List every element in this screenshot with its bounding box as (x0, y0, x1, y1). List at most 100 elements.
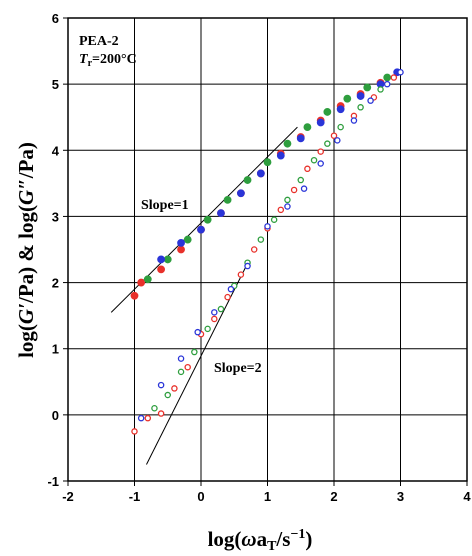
filled-point-blue (157, 255, 166, 264)
y-tick-label: 6 (52, 11, 59, 26)
open-point-green (357, 104, 364, 111)
x-tick-label: 1 (264, 489, 271, 504)
filled-point-green (303, 123, 312, 132)
open-point-red (131, 428, 138, 435)
filled-point-green (363, 83, 372, 92)
open-point-green (177, 368, 185, 376)
open-point-blue (244, 262, 251, 270)
filled-point-green (223, 195, 232, 204)
open-point-blue (334, 137, 341, 144)
filled-point-red (157, 265, 166, 274)
filled-point-green (163, 255, 172, 264)
open-point-green (191, 348, 198, 356)
filled-point-blue (296, 134, 305, 143)
filled-point-green (243, 176, 252, 184)
open-point-green (204, 325, 211, 333)
filled-point-green (323, 108, 332, 116)
filled-point-blue (336, 105, 345, 114)
y-tick-label: 2 (52, 276, 59, 291)
open-point-red (211, 315, 218, 323)
filled-point-blue (197, 225, 205, 234)
open-point-blue (194, 328, 201, 336)
open-point-green (324, 140, 331, 147)
open-point-green (297, 176, 304, 184)
open-point-green (164, 391, 171, 399)
y-axis-title: log(G′/Pa) & log(G″/Pa) (14, 142, 38, 358)
y-tick-label: 5 (52, 77, 59, 92)
open-point-blue (284, 203, 291, 210)
open-point-red (277, 206, 285, 214)
sample-label: PEA-2 (79, 34, 119, 49)
open-point-red (304, 165, 311, 173)
open-point-red (237, 271, 245, 278)
open-point-red (250, 246, 258, 253)
open-point-blue (383, 80, 391, 88)
open-point-blue (137, 414, 145, 422)
open-point-red (390, 74, 398, 81)
open-point-green (257, 236, 265, 243)
x-tick-label: 3 (397, 489, 404, 504)
x-tick-label: -1 (129, 489, 141, 504)
slope-2-label: Slope=2 (214, 361, 262, 376)
open-point-blue (317, 160, 324, 167)
open-point-blue (397, 68, 404, 76)
open-point-blue (264, 223, 271, 230)
open-point-green (310, 156, 318, 164)
reference-line-slope2 (146, 260, 250, 465)
open-point-green (270, 216, 278, 223)
open-point-red (330, 132, 338, 139)
y-tick-label: 3 (52, 209, 59, 224)
open-point-red (184, 363, 191, 371)
open-point-blue (177, 355, 185, 362)
open-point-red (317, 148, 324, 155)
filled-point-blue (217, 209, 225, 218)
filled-point-blue (316, 118, 325, 127)
x-tick-label: -2 (62, 489, 74, 504)
open-point-blue (211, 309, 218, 316)
filled-point-green (143, 275, 152, 284)
y-tick-label: 0 (52, 408, 59, 423)
filled-point-blue (177, 238, 185, 247)
open-point-red (157, 410, 165, 417)
y-tick-labels: -1 0 1 2 3 4 5 6 (47, 11, 59, 489)
y-tick-label: -1 (47, 474, 59, 489)
open-point-green (337, 123, 344, 131)
open-point-green (217, 305, 225, 313)
open-point-red (171, 385, 178, 392)
filled-point-blue (256, 169, 265, 178)
filled-point-blue (276, 151, 285, 160)
open-point-blue (300, 185, 308, 192)
y-tick-label: 4 (52, 143, 60, 158)
filled-point-green (263, 158, 272, 167)
open-point-green (377, 86, 384, 93)
open-point-blue (367, 97, 374, 104)
open-point-green (284, 196, 291, 204)
x-tick-labels: -2 -1 0 1 2 3 4 (62, 489, 471, 504)
filled-point-green (343, 94, 352, 103)
filled-point-green (203, 215, 212, 224)
filled-point-red (137, 278, 146, 287)
y-tick-label: 1 (52, 342, 59, 357)
open-point-red (224, 293, 231, 301)
filled-point-red (130, 291, 139, 300)
open-point-blue (350, 117, 358, 124)
filled-point-green (183, 235, 192, 244)
slope-1-label: Slope=1 (141, 198, 189, 213)
filled-point-green (383, 73, 392, 82)
open-point-green (151, 404, 158, 412)
filled-point-blue (237, 189, 245, 198)
filled-point-red (177, 245, 185, 254)
open-point-blue (227, 285, 235, 293)
data-points (130, 68, 404, 435)
open-point-red (144, 414, 152, 422)
x-tick-label: 4 (463, 489, 471, 504)
x-tick-label: 2 (330, 489, 337, 504)
grid-lines (68, 18, 467, 481)
filled-point-green (283, 139, 292, 148)
temperature-label: Tr=200°C (79, 52, 137, 69)
x-tick-label: 0 (197, 489, 204, 504)
open-point-blue (157, 381, 165, 389)
open-point-red (290, 186, 298, 194)
